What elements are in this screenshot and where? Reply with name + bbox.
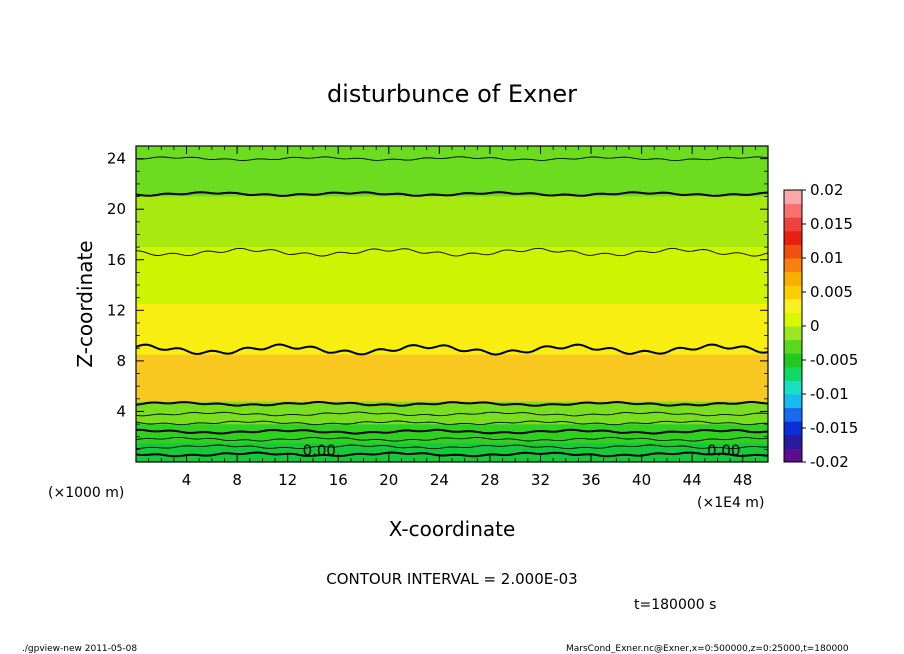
colorbar-cell-17 — [784, 217, 802, 232]
colorbar-tick-label-8: -0.02 — [810, 453, 849, 471]
colorbar-tick-label-5: -0.005 — [810, 351, 858, 369]
contour-line-5 — [135, 411, 769, 417]
colorbar-cell-11 — [784, 298, 802, 313]
colorbar-tick-label-6: -0.01 — [810, 385, 849, 403]
x-tick-label-0: 4 — [182, 471, 192, 489]
x-tick-label-7: 32 — [531, 471, 550, 489]
x-unit-left: (×1000 m) — [48, 485, 124, 501]
chart-title: disturbunce of Exner — [327, 80, 577, 108]
colorbar-cell-3 — [784, 407, 802, 422]
colorbar-cell-12 — [784, 285, 802, 300]
contour-line-2 — [135, 436, 769, 442]
colorbar-cell-16 — [784, 230, 802, 245]
colorbar-tick-label-2: 0.01 — [810, 249, 843, 267]
contour-interval-note: CONTOUR INTERVAL = 2.000E-03 — [326, 570, 577, 588]
y-tick-label-4: 20 — [107, 200, 126, 218]
colorbar-cell-8 — [784, 339, 802, 354]
plot-area: 0.00 0.00 4 8 12 16 20 24 28 32 36 40 44 48481216202… — [107, 145, 769, 489]
x-tick-label-1: 8 — [232, 471, 242, 489]
contour-label-1: 0.00 — [707, 441, 740, 459]
color-layer-3 — [136, 354, 768, 402]
y-tick-label-0: 4 — [116, 402, 126, 420]
color-layer-7 — [136, 146, 768, 197]
time-label: t=180000 s — [634, 597, 716, 613]
x-tick-label-5: 24 — [430, 471, 449, 489]
contour-line-0 — [135, 451, 769, 458]
color-layer-5 — [136, 247, 768, 304]
x-tick-label-4: 20 — [379, 471, 398, 489]
x-axis-label: X-coordinate — [389, 517, 516, 541]
color-layer-6 — [136, 196, 768, 248]
colorbar-cell-4 — [784, 394, 802, 409]
y-tick-label-2: 12 — [107, 301, 126, 319]
contour-line-4 — [135, 420, 769, 426]
contour-line-9 — [135, 191, 769, 197]
colorbar-cell-2 — [784, 421, 802, 436]
x-tick-label-8: 36 — [581, 471, 600, 489]
colorbar-tick-label-0: 0.02 — [810, 181, 843, 199]
colorbar-cell-9 — [784, 326, 802, 341]
y-tick-label-3: 16 — [107, 251, 126, 269]
colorbar-cell-13 — [784, 271, 802, 286]
contour-line-8 — [135, 247, 769, 257]
contour-label-0: 0.00 — [303, 441, 336, 459]
footer-right: MarsCond_Exner.nc@Exner,x=0:500000,z=0:2… — [566, 644, 849, 654]
colorbar-cell-7 — [784, 353, 802, 368]
color-layer-2 — [136, 401, 768, 425]
footer-left: ./gpview-new 2011-05-08 — [22, 644, 137, 654]
colorbar-cell-15 — [784, 244, 802, 259]
x-tick-label-6: 28 — [480, 471, 499, 489]
x-tick-label-9: 40 — [632, 471, 651, 489]
colorbar-tick-label-4: 0 — [810, 317, 820, 335]
color-layer-4 — [136, 304, 768, 355]
colorbar-cell-10 — [784, 312, 802, 327]
colorbar-cell-5 — [784, 380, 802, 395]
x-tick-label-11: 48 — [733, 471, 752, 489]
colorbar-cell-6 — [784, 366, 802, 381]
x-unit-right: (×1E4 m) — [697, 495, 764, 511]
colorbar-tick-label-3: 0.005 — [810, 283, 853, 301]
y-tick-label-1: 8 — [116, 352, 126, 370]
colorbar-cell-19 — [784, 190, 802, 205]
y-tick-label-5: 24 — [107, 150, 126, 168]
contour-line-6 — [135, 400, 769, 407]
x-tick-label-10: 44 — [683, 471, 702, 489]
colorbar: 0.02 0.015 0.01 0.005 0 -0.005 -0.01 -0.015 -0.0… — [783, 181, 858, 471]
contour-line-10 — [135, 156, 769, 162]
colorbar-cell-14 — [784, 258, 802, 273]
contour-line-1 — [135, 444, 769, 450]
color-layer-1 — [136, 424, 768, 444]
colorbar-tick-label-1: 0.015 — [810, 215, 853, 233]
contour-line-3 — [135, 428, 769, 435]
colorbar-cell-1 — [784, 434, 802, 449]
y-axis-label: Z-coordinate — [73, 240, 97, 367]
colorbar-tick-label-7: -0.015 — [810, 419, 858, 437]
colorbar-cell-18 — [784, 203, 802, 218]
x-tick-label-3: 16 — [329, 471, 348, 489]
colorbar-cell-0 — [784, 448, 802, 463]
x-tick-label-2: 12 — [278, 471, 297, 489]
contour-line-7 — [135, 343, 769, 356]
